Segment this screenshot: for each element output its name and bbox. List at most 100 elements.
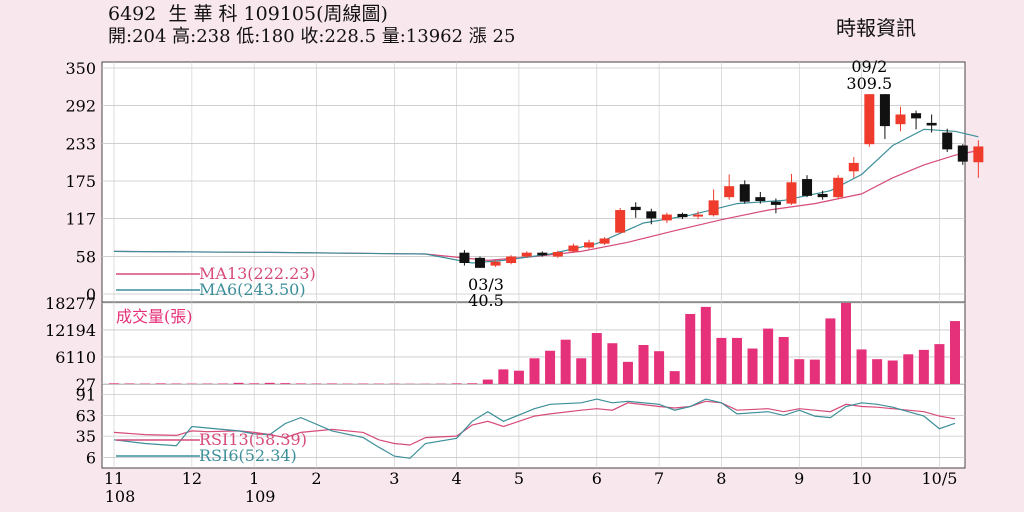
y-tick-label: 27 [76,375,96,394]
ma6-line [113,128,979,264]
volume-bar [545,350,556,384]
volume-bar [233,382,244,384]
candle-body [584,242,595,248]
x-tick-label: 5 [514,469,524,488]
volume-bar [731,337,742,384]
high-date-label: 09/2 [851,57,887,76]
volume-bar [872,359,883,384]
chart-panel [101,383,966,469]
candle-body [802,179,813,196]
candle-body [755,197,766,202]
candle-body [552,252,563,257]
volume-bar [280,383,291,384]
volume-bar [669,371,680,384]
volume-bar [622,361,633,384]
legend-label: RSI13(58.39) [199,430,307,449]
candle-body [708,200,719,216]
x-tick-label: 4 [452,469,462,488]
candle-body [864,94,875,145]
candle-body [568,245,579,252]
volume-bar [654,351,665,384]
volume-bar [763,328,774,384]
candle-body [739,184,750,202]
volume-bar [840,303,851,384]
volume-bar [498,369,509,384]
candle-body [506,256,517,264]
x-tick-label: 1 [249,469,259,488]
x-tick-label: 3 [389,469,399,488]
candle-body [817,193,828,198]
chart-panel [101,61,966,303]
volume-bar [109,383,119,384]
y-tick-label: 233 [65,135,96,154]
x-tick-label: 8 [716,469,726,488]
volume-bar [809,359,820,384]
volume-bar [467,383,478,384]
y-tick-label: 91 [76,386,96,405]
y-tick-label: 12194 [45,321,96,340]
x-tick-label: 11 [104,469,124,488]
volume-bar [934,344,945,384]
y-tick-label: 175 [65,172,96,191]
volume-bar [887,360,898,384]
volume-bar [560,339,571,384]
volume-bar [825,318,836,384]
candle-body [521,252,532,257]
volume-bar [591,333,602,384]
volume-bar [264,382,275,384]
volume-bar [295,383,306,384]
x-tick-sublabel: 108 [105,487,136,506]
candle-body [474,257,485,268]
candle-body [724,186,735,198]
volume-bar [856,349,867,384]
volume-bar [685,313,696,384]
y-tick-label: 35 [76,427,96,446]
candle-body [848,162,859,172]
candle-body [770,201,781,205]
volume-bar [638,345,649,384]
candle-body [833,177,844,198]
candle-body [599,238,610,244]
rsi-line [113,398,956,459]
candle-body [911,113,922,119]
volume-bar [700,306,711,384]
volume-bar [778,337,789,384]
candle-body [459,252,470,264]
volume-bar [529,358,540,384]
chart-title: 6492 生 華 科 109105(周線圖) [108,3,388,25]
candle-body [630,206,641,211]
y-tick-label: 58 [76,248,96,267]
volume-bar [607,343,618,384]
low-date-label: 03/3 [468,275,504,294]
candle-body [879,94,890,127]
volume-bar [124,383,135,384]
candle-body [537,252,548,256]
candle-body [661,214,672,221]
volume-bar [451,383,462,384]
y-tick-label: 6110 [55,348,96,367]
volume-bar [482,379,493,384]
y-tick-label: 292 [65,96,96,115]
volume-bar [918,349,929,384]
y-tick-label: 6 [86,449,96,468]
candle-body [786,182,797,204]
x-tick-label: 10/5 [921,469,957,488]
x-tick-label: 2 [311,469,321,488]
ma13-line [113,149,979,262]
high-value-label: 309.5 [846,74,892,93]
candle-body [490,261,501,266]
rsi-line [113,400,956,446]
source-label: 時報資訊 [836,16,916,40]
y-tick-label: 63 [76,406,96,425]
y-tick-label: 0 [86,285,96,304]
x-tick-label: 7 [654,469,664,488]
x-tick-label: 12 [182,469,202,488]
x-tick-label: 9 [794,469,804,488]
low-value-label: 40.5 [468,291,504,310]
candle-body [895,114,906,125]
legend-label: RSI6(52.34) [199,446,297,465]
candle-body [646,211,657,219]
candle-body [926,122,937,126]
candle-body [973,146,984,163]
